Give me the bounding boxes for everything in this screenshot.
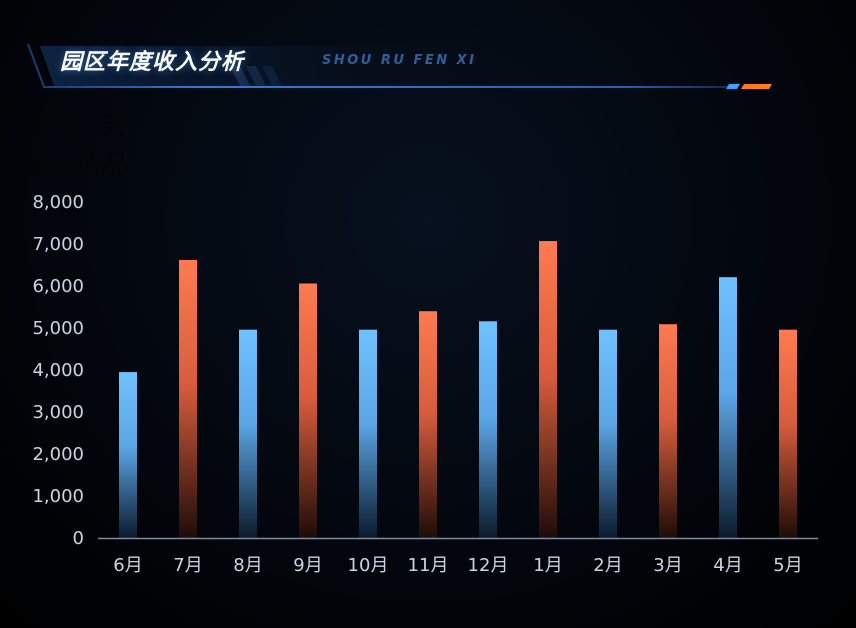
bar[interactable] [419, 311, 437, 538]
x-tick-label: 10月 [348, 555, 389, 576]
y-tick-label: 6,000 [32, 276, 84, 297]
y-tick-label: 3,000 [32, 402, 84, 423]
bar[interactable] [359, 329, 377, 538]
y-axis-ticks: 0 1,000 2,000 3,000 4,000 5,000 6,000 7,000 8,00… [32, 192, 84, 549]
bar[interactable] [659, 324, 677, 538]
y-tick-label: 4,000 [32, 360, 84, 381]
x-tick-label: 5月 [773, 555, 802, 576]
bar[interactable] [719, 277, 737, 538]
bar[interactable] [779, 329, 797, 538]
x-tick-label: 7月 [173, 555, 202, 576]
panel-title: 园区年度收入分析 [60, 50, 245, 75]
y-tick-label: 2,000 [32, 444, 84, 465]
x-tick-label: 6月 [113, 555, 142, 576]
x-tick-label: 8月 [233, 555, 262, 576]
x-tick-label: 11月 [408, 555, 449, 576]
bar[interactable] [299, 283, 317, 538]
x-tick-label: 2月 [593, 555, 622, 576]
x-axis-ticks: 6月 7月 8月 9月 10月 11月 12月 1月 2月 3月 4月 5月 [113, 555, 802, 576]
header-stripe-3 [262, 66, 282, 86]
y-tick-label: 8,000 [32, 192, 84, 213]
header-stripe-2 [246, 66, 266, 86]
x-tick-label: 9月 [293, 555, 322, 576]
y-tick-label: 5,000 [32, 318, 84, 339]
header-accent-blue [726, 84, 740, 89]
header-stripe-1 [230, 66, 250, 86]
bar[interactable] [599, 329, 617, 538]
x-tick-label: 4月 [713, 555, 742, 576]
series-label: 收入情况 [26, 150, 127, 179]
header-backdrop [30, 46, 520, 86]
header-underline [27, 43, 730, 88]
bar[interactable] [539, 241, 557, 538]
bar[interactable] [179, 259, 197, 538]
x-tick-label: 3月 [653, 555, 682, 576]
x-tick-label: 12月 [468, 555, 509, 576]
y-tick-label: 1,000 [32, 486, 84, 507]
bar[interactable] [479, 321, 497, 538]
panel-header: 园区年度收入分析 SHOU RU FEN XI [0, 0, 856, 100]
y-tick-label: 7,000 [32, 234, 84, 255]
x-tick-label: 1月 [533, 555, 562, 576]
header-accent-orange [741, 84, 772, 89]
bar-series [119, 241, 797, 538]
y-tick-label: 0 [73, 528, 84, 549]
unit-label: 单位：元 [26, 111, 127, 140]
panel-subtitle: SHOU RU FEN XI [322, 53, 477, 68]
header-decoration [27, 43, 772, 89]
bar[interactable] [239, 329, 257, 538]
bar[interactable] [119, 372, 137, 538]
